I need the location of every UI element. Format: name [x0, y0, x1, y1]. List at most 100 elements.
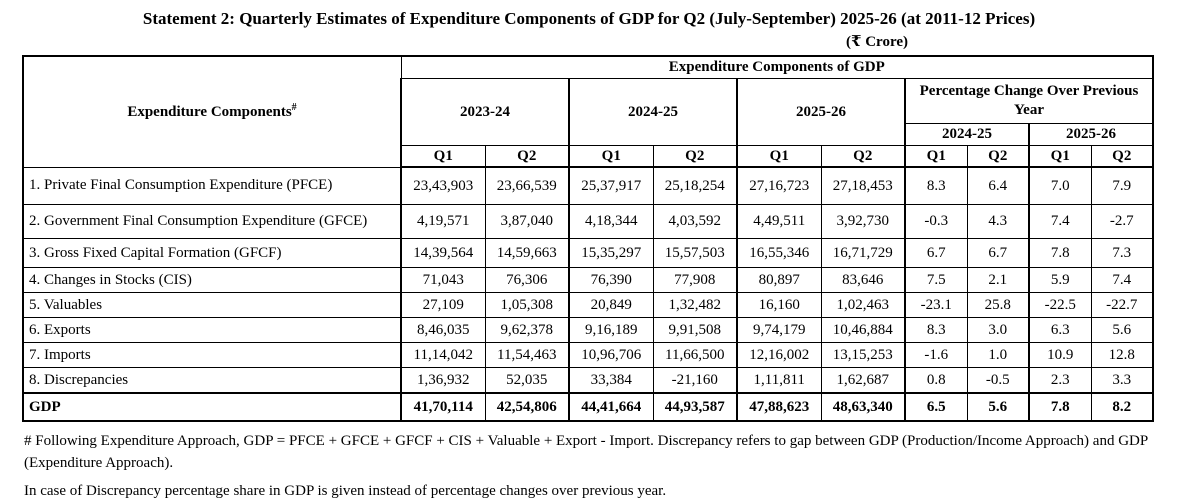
quarter-header: Q1	[569, 146, 653, 168]
value-cell: 48,63,340	[821, 393, 905, 421]
value-cell: 3,87,040	[485, 205, 569, 239]
value-cell: 10,46,884	[821, 318, 905, 343]
banner-header: Expenditure Components of GDP	[401, 56, 1153, 79]
value-cell: 5.9	[1029, 268, 1091, 293]
row-label: 4. Changes in Stocks (CIS)	[23, 268, 401, 293]
value-cell: 7.5	[905, 268, 967, 293]
value-cell: 2.1	[967, 268, 1029, 293]
value-cell: 15,57,503	[653, 239, 737, 268]
value-cell: 6.5	[905, 393, 967, 421]
value-cell: 16,160	[737, 293, 821, 318]
value-cell: -23.1	[905, 293, 967, 318]
value-cell: 41,70,114	[401, 393, 485, 421]
value-cell: 11,14,042	[401, 343, 485, 368]
row-header-text: Expenditure Components	[127, 104, 291, 120]
value-cell: 1,32,482	[653, 293, 737, 318]
row-label: 7. Imports	[23, 343, 401, 368]
value-cell: 2.3	[1029, 368, 1091, 394]
value-cell: 27,16,723	[737, 167, 821, 205]
value-cell: 9,62,378	[485, 318, 569, 343]
value-cell: 0.8	[905, 368, 967, 394]
table-row: 8. Discrepancies 1,36,932 52,035 33,384 …	[23, 368, 1153, 394]
gdp-table: Expenditure Components# Expenditure Comp…	[22, 55, 1154, 422]
value-cell: 6.7	[967, 239, 1029, 268]
value-cell: 23,43,903	[401, 167, 485, 205]
value-cell: 6.4	[967, 167, 1029, 205]
value-cell: 4,03,592	[653, 205, 737, 239]
value-cell: -1.6	[905, 343, 967, 368]
value-cell: -22.5	[1029, 293, 1091, 318]
value-cell: 8,46,035	[401, 318, 485, 343]
value-cell: -0.5	[967, 368, 1029, 394]
value-cell: 9,16,189	[569, 318, 653, 343]
value-cell: 1,05,308	[485, 293, 569, 318]
value-cell: 44,93,587	[653, 393, 737, 421]
value-cell: 10,96,706	[569, 343, 653, 368]
value-cell: 52,035	[485, 368, 569, 394]
value-cell: 77,908	[653, 268, 737, 293]
value-cell: 25,37,917	[569, 167, 653, 205]
value-cell: 14,39,564	[401, 239, 485, 268]
value-cell: 23,66,539	[485, 167, 569, 205]
value-cell: 76,390	[569, 268, 653, 293]
row-header-title: Expenditure Components#	[23, 56, 401, 167]
row-label: GDP	[23, 393, 401, 421]
value-cell: 7.4	[1091, 268, 1153, 293]
value-cell: 9,74,179	[737, 318, 821, 343]
value-cell: 7.4	[1029, 205, 1091, 239]
quarter-header: Q1	[905, 146, 967, 168]
value-cell: 7.9	[1091, 167, 1153, 205]
quarter-header: Q2	[485, 146, 569, 168]
value-cell: 8.3	[905, 167, 967, 205]
quarter-header: Q1	[1029, 146, 1091, 168]
pct-year-header-2025-26: 2025-26	[1029, 124, 1153, 146]
value-cell: 5.6	[967, 393, 1029, 421]
value-cell: 4.3	[967, 205, 1029, 239]
value-cell: 6.7	[905, 239, 967, 268]
year-header-2024-25: 2024-25	[569, 79, 737, 146]
value-cell: 83,646	[821, 268, 905, 293]
value-cell: 4,18,344	[569, 205, 653, 239]
value-cell: 4,49,511	[737, 205, 821, 239]
footnote-marker: #	[292, 102, 297, 113]
value-cell: 8.3	[905, 318, 967, 343]
value-cell: 33,384	[569, 368, 653, 394]
row-label: 3. Gross Fixed Capital Formation (GFCF)	[23, 239, 401, 268]
value-cell: 7.8	[1029, 393, 1091, 421]
value-cell: 1,62,687	[821, 368, 905, 394]
table-row: 3. Gross Fixed Capital Formation (GFCF) …	[23, 239, 1153, 268]
value-cell: -21,160	[653, 368, 737, 394]
unit-label: (₹ Crore)	[22, 32, 908, 51]
table-row: 6. Exports 8,46,035 9,62,378 9,16,189 9,…	[23, 318, 1153, 343]
value-cell: 1,11,811	[737, 368, 821, 394]
table-row: 5. Valuables 27,109 1,05,308 20,849 1,32…	[23, 293, 1153, 318]
quarter-header: Q1	[737, 146, 821, 168]
footnote-1: # Following Expenditure Approach, GDP = …	[24, 431, 1156, 475]
value-cell: 3.3	[1091, 368, 1153, 394]
pct-change-header: Percentage Change Over Previous Year	[905, 79, 1153, 124]
value-cell: 14,59,663	[485, 239, 569, 268]
value-cell: 7.0	[1029, 167, 1091, 205]
value-cell: 9,91,508	[653, 318, 737, 343]
value-cell: 12,16,002	[737, 343, 821, 368]
header-row-banner: Expenditure Components# Expenditure Comp…	[23, 56, 1153, 79]
value-cell: 6.3	[1029, 318, 1091, 343]
quarter-header: Q2	[653, 146, 737, 168]
value-cell: 1,02,463	[821, 293, 905, 318]
value-cell: 25.8	[967, 293, 1029, 318]
table-row: 4. Changes in Stocks (CIS) 71,043 76,306…	[23, 268, 1153, 293]
row-label: 2. Government Final Consumption Expendit…	[23, 205, 401, 239]
table-row: 2. Government Final Consumption Expendit…	[23, 205, 1153, 239]
value-cell: 27,109	[401, 293, 485, 318]
value-cell: 13,15,253	[821, 343, 905, 368]
value-cell: 7.3	[1091, 239, 1153, 268]
row-label: 1. Private Final Consumption Expenditure…	[23, 167, 401, 205]
value-cell: 10.9	[1029, 343, 1091, 368]
value-cell: 47,88,623	[737, 393, 821, 421]
value-cell: 20,849	[569, 293, 653, 318]
value-cell: 11,54,463	[485, 343, 569, 368]
value-cell: 8.2	[1091, 393, 1153, 421]
value-cell: 1,36,932	[401, 368, 485, 394]
pct-year-header-2024-25: 2024-25	[905, 124, 1029, 146]
quarter-header: Q2	[967, 146, 1029, 168]
